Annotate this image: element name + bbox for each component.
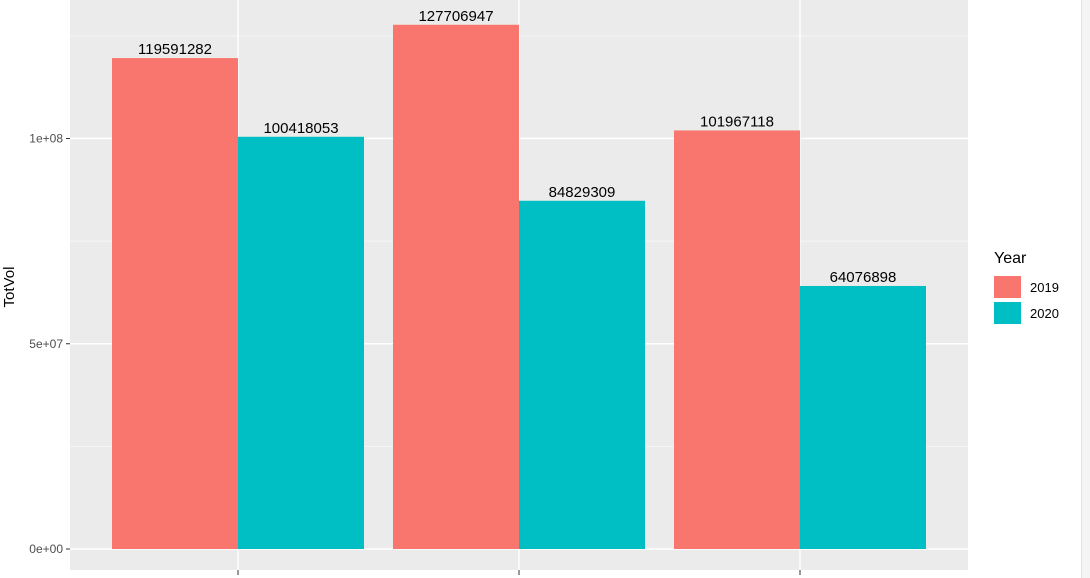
legend-label-2019: 2019 xyxy=(1030,280,1059,295)
bar-2019-2 xyxy=(674,130,800,549)
y-axis: 0e+00 5e+07 1e+08 xyxy=(29,132,70,556)
legend-label-2020: 2020 xyxy=(1030,306,1059,321)
bars xyxy=(112,24,926,550)
bar-2019-0 xyxy=(112,58,238,549)
legend-key-2019 xyxy=(994,276,1021,298)
scrollbar[interactable] xyxy=(1081,0,1090,578)
data-label-2020-2: 64076898 xyxy=(830,269,897,286)
data-label-2020-1: 84829309 xyxy=(549,184,616,201)
bar-2020-2 xyxy=(800,285,926,549)
legend: Year 2019 2020 xyxy=(994,250,1059,324)
x-axis xyxy=(237,570,801,575)
bar-2019-1 xyxy=(393,24,519,549)
data-labels: 119591282 127706947 101967118 100418053 8482… xyxy=(138,8,896,286)
y-tick-label: 0e+00 xyxy=(29,542,63,556)
data-label-2019-2: 101967118 xyxy=(700,113,774,130)
y-tick-label: 1e+08 xyxy=(29,132,63,146)
y-tick-label: 5e+07 xyxy=(29,337,63,351)
legend-key-2020 xyxy=(994,302,1021,324)
bar-2020-0 xyxy=(238,136,364,550)
bar-2020-1 xyxy=(519,200,645,549)
data-label-2019-1: 127706947 xyxy=(418,8,493,25)
data-label-2019-0: 119591282 xyxy=(138,41,212,58)
y-axis-label: TotVol xyxy=(1,267,18,308)
legend-title: Year xyxy=(994,250,1027,267)
data-label-2020-0: 100418053 xyxy=(263,120,338,137)
